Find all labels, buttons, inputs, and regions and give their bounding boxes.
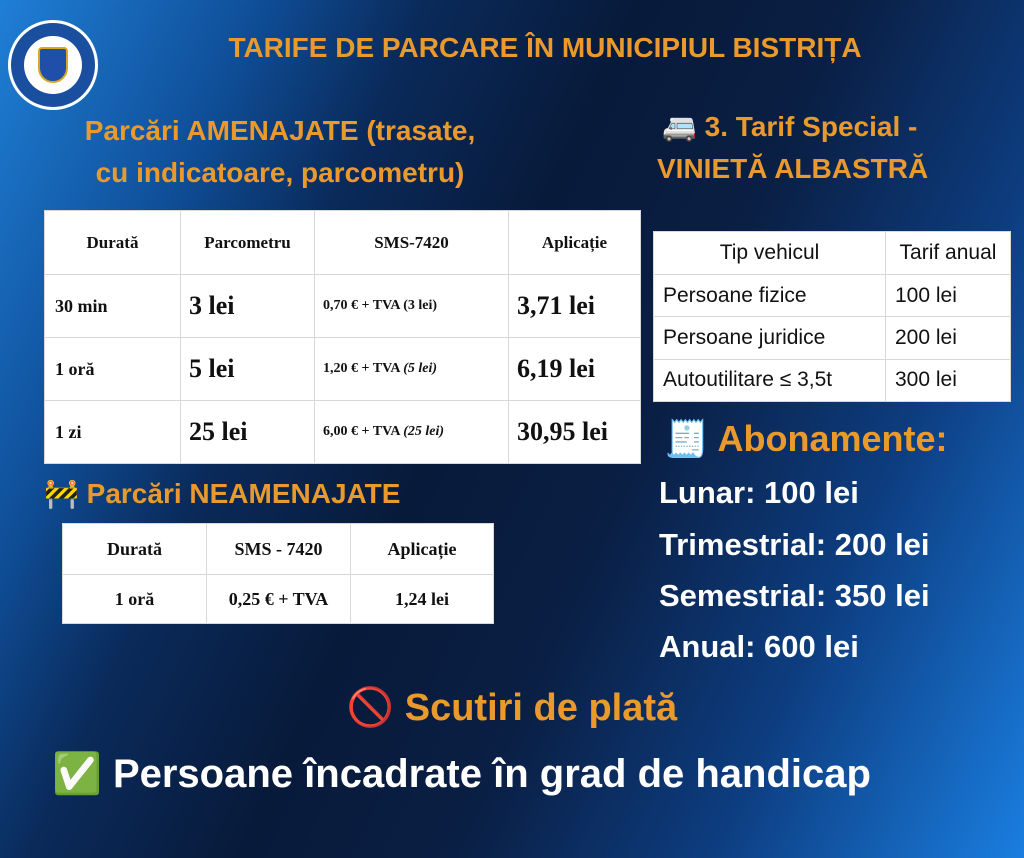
page-title: TARIFE DE PARCARE ÎN MUNICIPIUL BISTRIȚA [228, 32, 862, 63]
scutiri-item-text: Persoane încadrate în grad de handicap [112, 752, 871, 796]
politia-locala-logo [8, 20, 98, 110]
receipt-icon: 🧾 [664, 418, 709, 459]
sms-cell: 6,00 € + TVA (25 lei) [314, 400, 509, 464]
app-cell: 1,24 lei [350, 574, 494, 624]
special-heading: 🚐 3. Tarif Special - VINIETĂ ALBASTRĂ [657, 106, 928, 190]
app-cell: 6,19 lei [508, 337, 641, 401]
amenajate-heading-line1: Parcări AMENAJATE (trasate, [84, 115, 476, 146]
duration-cell: 1 oră [44, 337, 181, 401]
parcometru-cell: 5 lei [180, 337, 315, 401]
sms-note: (3 lei) [403, 298, 438, 313]
app-cell: 30,95 lei [508, 400, 641, 464]
prohibited-icon: 🚫 [346, 687, 395, 729]
scutiri-heading: 🚫 Scutiri de plată [0, 686, 1024, 730]
abonament-item: Trimestrial: 200 lei [659, 527, 930, 562]
table-row: 1 zi 25 lei 6,00 € + TVA (25 lei) 30,95 … [44, 400, 641, 464]
vehicle-cell: Persoane juridice [653, 316, 886, 360]
scutiri-heading-text: Scutiri de plată [404, 687, 678, 729]
vehicle-cell: Autoutilitare ≤ 3,5t [653, 358, 886, 403]
minibus-icon: 🚐 [662, 111, 697, 142]
header-cell: Tarif anual [885, 231, 1011, 275]
abonamente-heading: 🧾 Abonamente: [664, 418, 948, 460]
header-cell: Aplicație [350, 523, 494, 575]
duration-cell: 1 oră [62, 574, 207, 624]
header-cell: Durată [62, 523, 207, 575]
abonament-item: Semestrial: 350 lei [659, 578, 930, 613]
vigneta-table: Tip vehicul Tarif anual Persoane fizice 1… [653, 231, 1011, 403]
special-heading-line1: 3. Tarif Special - [704, 111, 918, 142]
parcometru-cell: 25 lei [180, 400, 315, 464]
amenajate-heading: Parcări AMENAJATE (trasate, cu indicatoa… [20, 110, 540, 194]
table-row: Persoane juridice 200 lei [653, 316, 1011, 360]
header-cell: SMS - 7420 [206, 523, 351, 575]
coat-of-arms-icon [38, 47, 68, 83]
duration-cell: 1 zi [44, 400, 181, 464]
neamenajate-table: Durată SMS - 7420 Aplicație 1 oră 0,25 €… [62, 523, 494, 624]
scutiri-item: ✅ Persoane încadrate în grad de handicap [52, 750, 871, 797]
table-row: 1 oră 0,25 € + TVA 1,24 lei [62, 574, 494, 624]
table-row: 1 oră 5 lei 1,20 € + TVA (5 lei) 6,19 le… [44, 337, 641, 401]
header-cell: Aplicație [508, 210, 641, 275]
tariff-cell: 200 lei [885, 316, 1011, 360]
neamenajate-heading-text: Parcări NEAMENAJATE [86, 478, 401, 509]
construction-barrier-icon: 🚧 [44, 478, 79, 509]
header-cell: Parcometru [180, 210, 315, 275]
sms-note: (5 lei) [403, 361, 438, 376]
table-row: Autoutilitare ≤ 3,5t 300 lei [653, 358, 1011, 403]
table-row: Persoane fizice 100 lei [653, 273, 1011, 318]
header-cell: SMS-7420 [314, 210, 509, 275]
vehicle-cell: Persoane fizice [653, 273, 886, 318]
sms-cell: 0,25 € + TVA [206, 574, 351, 624]
special-heading-line2: VINIETĂ ALBASTRĂ [657, 153, 929, 184]
amenajate-table: Durată Parcometru SMS-7420 Aplicație 30 … [44, 210, 641, 464]
abonamente-heading-text: Abonamente: [717, 418, 948, 459]
amenajate-heading-line2: cu indicatoare, parcometru) [95, 157, 465, 188]
sms-price: 0,70 € + TVA [323, 298, 400, 313]
sms-price: 1,20 € + TVA [323, 361, 400, 376]
sms-cell: 1,20 € + TVA (5 lei) [314, 337, 509, 401]
header-cell: Tip vehicul [653, 231, 886, 275]
table-row: 30 min 3 lei 0,70 € + TVA (3 lei) 3,71 l… [44, 274, 641, 338]
tariff-cell: 300 lei [885, 358, 1011, 403]
sms-cell: 0,70 € + TVA (3 lei) [314, 274, 509, 338]
sms-note: (25 lei) [403, 424, 445, 439]
app-cell: 3,71 lei [508, 274, 641, 338]
neamenajate-heading: 🚧 Parcări NEAMENAJATE [44, 477, 400, 510]
abonament-item: Anual: 600 lei [659, 629, 859, 664]
check-mark-icon: ✅ [52, 752, 102, 796]
abonament-item: Lunar: 100 lei [659, 475, 859, 510]
duration-cell: 30 min [44, 274, 181, 338]
tariff-cell: 100 lei [885, 273, 1011, 318]
header-cell: Durată [44, 210, 181, 275]
parcometru-cell: 3 lei [180, 274, 315, 338]
sms-price: 6,00 € + TVA [323, 424, 400, 439]
